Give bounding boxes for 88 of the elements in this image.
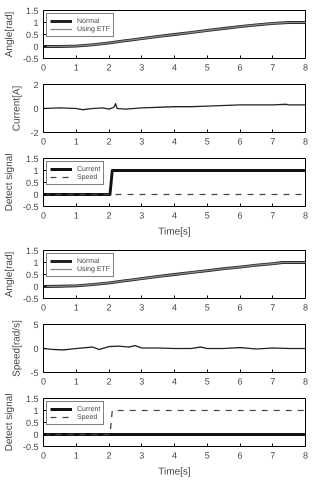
- x-tick-label: 3: [139, 302, 144, 312]
- x-tick-label: 5: [204, 302, 210, 312]
- y-tick-label: 1.5: [26, 154, 39, 164]
- y-axis-title: Detect signal: [4, 394, 15, 452]
- x-tick-label: 1: [74, 450, 79, 460]
- y-tick-label: 0.5: [26, 418, 39, 428]
- x-tick-label: 0: [40, 210, 46, 220]
- x-tick-label: 8: [302, 302, 308, 312]
- y-tick-label: 0: [33, 344, 39, 354]
- y-tick-label: -5: [30, 368, 39, 378]
- x-tick-label: 4: [172, 376, 178, 386]
- y-tick-label: 1: [33, 18, 39, 28]
- x-tick-label: 4: [172, 302, 178, 312]
- y-tick-label: 2: [33, 80, 39, 90]
- x-tick-label: 0: [40, 302, 46, 312]
- y-tick-label: 5: [33, 320, 39, 330]
- y-tick-label: 0: [33, 430, 39, 440]
- x-tick-label: 4: [172, 62, 178, 72]
- x-tick-label: 3: [139, 376, 144, 386]
- x-tick-label: 6: [237, 210, 243, 220]
- x-tick-label: 3: [139, 62, 144, 72]
- x-tick-label: 2: [106, 302, 112, 312]
- x-tick-label: 6: [237, 302, 243, 312]
- x-tick-label: 7: [270, 302, 276, 312]
- y-tick-label: 0: [33, 104, 39, 114]
- x-tick-label: 1: [74, 136, 79, 146]
- x-tick-label: 0: [40, 450, 46, 460]
- x-tick-label: 8: [302, 210, 308, 220]
- x-tick-label: 8: [302, 62, 308, 72]
- x-tick-label: 0: [40, 62, 46, 72]
- y-axis-title: Detect signal: [4, 154, 15, 212]
- x-tick-label: 3: [139, 136, 144, 146]
- y-tick-label: 1.5: [26, 394, 39, 404]
- y-tick-label: -2: [30, 128, 39, 138]
- y-tick-label: -0.5: [22, 202, 39, 212]
- x-tick-label: 5: [204, 62, 210, 72]
- y-tick-label: 0.5: [26, 270, 39, 280]
- x-tick-label: 8: [302, 450, 308, 460]
- x-tick-label: 7: [270, 210, 276, 220]
- y-tick-label: -0.5: [22, 54, 39, 64]
- x-tick-label: 7: [270, 136, 276, 146]
- x-tick-label: 2: [106, 450, 112, 460]
- x-tick-label: 1: [74, 210, 79, 220]
- x-tick-label: 1: [74, 376, 79, 386]
- x-tick-label: 0: [40, 136, 46, 146]
- y-axis-title: Angle[rad]: [4, 251, 15, 298]
- y-tick-label: 1: [33, 258, 39, 268]
- y-tick-label: 0: [33, 282, 39, 292]
- y-tick-label: 0.5: [26, 178, 39, 188]
- y-tick-label: -0.5: [22, 294, 39, 304]
- x-tick-label: 2: [106, 62, 112, 72]
- x-tick-label: 5: [204, 450, 210, 460]
- x-tick-label: 3: [139, 210, 144, 220]
- x-tick-label: 6: [237, 62, 243, 72]
- y-tick-label: 0: [33, 42, 39, 52]
- x-tick-label: 7: [270, 62, 276, 72]
- y-tick-label: 1.5: [26, 6, 39, 16]
- x-axis-title: Time[s]: [158, 226, 191, 238]
- x-tick-label: 5: [204, 210, 210, 220]
- x-tick-label: 8: [302, 376, 308, 386]
- x-tick-label: 0: [40, 376, 46, 386]
- y-tick-label: 1: [33, 166, 39, 176]
- x-tick-label: 5: [204, 136, 210, 146]
- x-tick-label: 2: [106, 136, 112, 146]
- y-tick-label: 1: [33, 406, 39, 416]
- x-tick-label: 5: [204, 376, 210, 386]
- x-tick-label: 6: [237, 376, 243, 386]
- y-tick-label: -0.5: [22, 442, 39, 452]
- y-axis-title: Speed[rad/s]: [12, 320, 22, 377]
- y-tick-label: 0: [33, 190, 39, 200]
- x-tick-label: 4: [172, 136, 178, 146]
- y-tick-label: 0.5: [26, 30, 39, 40]
- x-tick-label: 6: [237, 450, 243, 460]
- x-tick-label: 1: [74, 62, 79, 72]
- y-tick-label: 1.5: [26, 246, 39, 256]
- x-tick-label: 8: [302, 136, 308, 146]
- x-tick-label: 7: [270, 450, 276, 460]
- x-tick-label: 6: [237, 136, 243, 146]
- y-axis-title: Current[A]: [12, 85, 22, 132]
- y-axis-title: Angle[rad]: [4, 11, 15, 58]
- x-tick-label: 1: [74, 302, 79, 312]
- x-tick-label: 2: [106, 210, 112, 220]
- x-tick-label: 3: [139, 450, 144, 460]
- x-tick-label: 7: [270, 376, 276, 386]
- x-tick-label: 4: [172, 450, 178, 460]
- x-tick-label: 4: [172, 210, 178, 220]
- x-axis-title: Time[s]: [158, 466, 191, 478]
- x-tick-label: 2: [106, 376, 112, 386]
